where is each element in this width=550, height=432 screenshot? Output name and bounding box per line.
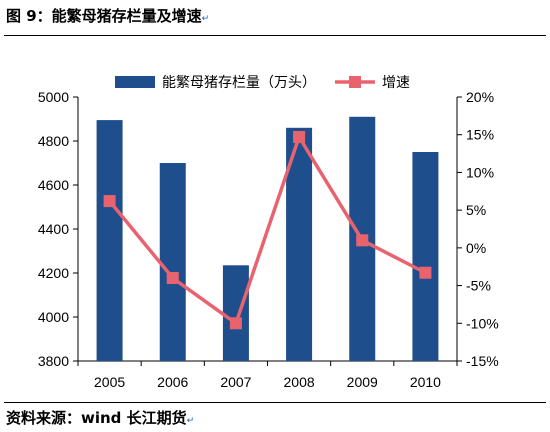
x-tick-label: 2007 — [220, 374, 251, 390]
left-tick-label: 4800 — [38, 133, 69, 149]
source-rule — [4, 402, 546, 403]
source-note: 资料来源：wind 长江期货↵ — [6, 409, 195, 427]
left-tick-label: 4400 — [38, 221, 69, 237]
bar — [159, 163, 186, 361]
x-tick-label: 2006 — [157, 374, 188, 390]
title-rule — [4, 35, 546, 36]
growth-point — [103, 195, 116, 208]
left-tick-label: 4000 — [38, 309, 69, 325]
edit-mark: ↵ — [201, 14, 210, 24]
left-tick-label: 4600 — [38, 177, 69, 193]
bar — [412, 152, 439, 361]
right-tick-label: 20% — [466, 89, 494, 105]
source-edit-mark: ↵ — [186, 416, 195, 426]
x-tick-label: 2005 — [94, 374, 125, 390]
left-tick-label: 4200 — [38, 265, 69, 281]
right-tick-label: 10% — [466, 164, 494, 180]
growth-line — [108, 135, 427, 326]
legend-line-marker — [349, 76, 361, 88]
left-tick-label: 3800 — [38, 353, 69, 369]
right-tick-label: -5% — [466, 278, 491, 294]
growth-point — [166, 272, 179, 285]
right-tick-label: 0% — [466, 240, 486, 256]
right-tick-label: -10% — [466, 315, 499, 331]
right-tick-label: -15% — [466, 353, 499, 369]
legend-bar-label: 能繁母猪存栏量（万头） — [162, 75, 316, 91]
x-tick-label: 2008 — [284, 374, 315, 390]
growth-point — [419, 266, 432, 279]
figure-title: 图 9：能繁母猪存栏量及增速↵ — [6, 7, 210, 25]
bar — [222, 265, 249, 361]
right-tick-label: 15% — [466, 127, 494, 143]
growth-point — [293, 130, 306, 143]
x-tick-label: 2009 — [347, 374, 378, 390]
growth-point — [356, 234, 369, 247]
legend-line-label: 增速 — [382, 75, 410, 91]
legend-bar-swatch — [115, 76, 155, 88]
growth-point — [229, 317, 242, 330]
left-tick-label: 5000 — [38, 89, 69, 105]
bar — [96, 120, 123, 361]
x-tick-label: 2010 — [410, 374, 441, 390]
right-tick-label: 5% — [466, 202, 486, 218]
